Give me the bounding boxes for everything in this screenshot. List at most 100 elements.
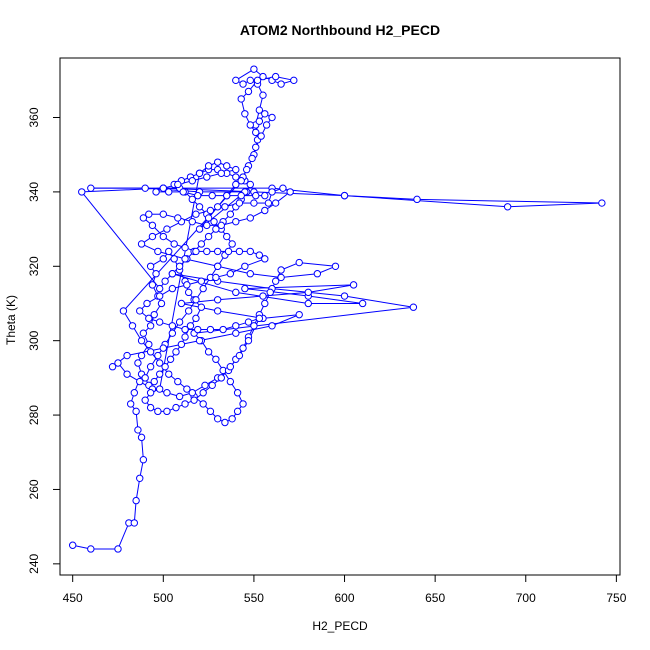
- data-point: [295, 310, 303, 319]
- data-point: [409, 303, 418, 311]
- series-line-segment: [344, 295, 414, 308]
- data-point: [174, 377, 182, 386]
- x-tick-label: 600: [335, 591, 355, 605]
- data-point: [261, 206, 269, 215]
- data-point: [250, 322, 258, 330]
- data-point: [223, 191, 231, 200]
- data-point: [261, 110, 269, 118]
- data-point: [237, 177, 245, 185]
- data-point: [152, 188, 160, 196]
- data-point: [87, 545, 95, 553]
- data-point: [208, 191, 216, 200]
- data-point: [503, 203, 512, 211]
- data-point: [181, 325, 189, 334]
- data-point: [255, 117, 264, 125]
- data-point: [146, 363, 155, 371]
- data-point: [195, 336, 204, 345]
- y-tick-label: 240: [27, 554, 41, 574]
- data-point: [195, 169, 204, 178]
- y-tick-label: 300: [27, 330, 41, 350]
- data-point: [271, 277, 280, 285]
- series-line-segment: [217, 295, 264, 301]
- y-tick-label: 280: [27, 405, 41, 425]
- data-point: [148, 232, 157, 241]
- x-axis: 450 500 550 600 650 700 750: [63, 575, 627, 605]
- data-point: [201, 381, 209, 390]
- series-line-segment: [184, 258, 218, 267]
- data-point: [163, 225, 171, 233]
- data-point: [114, 359, 122, 367]
- data-point: [250, 65, 258, 73]
- data-point: [277, 266, 285, 274]
- data-point: [212, 225, 220, 233]
- data-point: [212, 355, 220, 363]
- series-line-segment: [417, 198, 602, 204]
- y-tick-label: 340: [27, 182, 41, 202]
- data-point: [277, 273, 285, 282]
- data-point: [181, 255, 189, 263]
- data-point: [259, 292, 267, 300]
- data-point: [172, 348, 180, 356]
- data-point: [139, 455, 148, 464]
- data-point: [252, 191, 260, 200]
- data-point: [195, 203, 204, 211]
- series-line-segment: [250, 273, 282, 278]
- data-point: [340, 191, 349, 200]
- data-point: [139, 329, 148, 337]
- data-point: [228, 240, 236, 248]
- data-point: [192, 296, 200, 304]
- data-point: [141, 396, 149, 404]
- data-point: [206, 407, 215, 416]
- data-point: [261, 255, 269, 263]
- data-point: [203, 221, 211, 230]
- series-line-segment: [281, 273, 318, 278]
- data-point: [168, 270, 177, 278]
- data-point: [331, 262, 340, 270]
- data-point: [221, 418, 229, 427]
- x-tick-label: 750: [606, 591, 626, 605]
- data-point: [598, 199, 606, 207]
- data-point: [197, 303, 206, 311]
- data-point: [148, 221, 157, 230]
- data-point: [295, 258, 303, 267]
- series-line-segment: [159, 173, 201, 390]
- data-point: [152, 270, 160, 278]
- data-point: [235, 247, 244, 256]
- data-point: [237, 191, 245, 200]
- data-point: [279, 184, 287, 192]
- data-point: [244, 87, 253, 96]
- data-point: [226, 210, 235, 218]
- data-point: [349, 281, 358, 289]
- data-point: [358, 299, 367, 308]
- data-point: [155, 370, 164, 378]
- data-point: [134, 426, 142, 434]
- data-point: [271, 72, 280, 81]
- y-axis-label: Theta (K): [4, 295, 18, 345]
- data-point: [188, 389, 196, 397]
- data-point: [255, 251, 264, 259]
- data-point: [262, 121, 271, 129]
- series-line-segment: [157, 250, 186, 260]
- data-point: [257, 132, 265, 140]
- y-axis: 240 260 280 300 320 340 360: [27, 107, 60, 574]
- series-line-segment: [271, 314, 300, 327]
- data-point: [126, 400, 135, 408]
- data-point: [204, 232, 213, 241]
- data-point: [170, 240, 178, 248]
- series-line-segment: [262, 314, 300, 319]
- series-line-segment: [244, 284, 354, 290]
- data-point: [179, 188, 187, 196]
- plot-frame: [59, 57, 621, 576]
- data-point: [203, 173, 211, 181]
- data-point: [123, 351, 131, 360]
- series-line-segment: [117, 522, 130, 550]
- data-point: [114, 545, 122, 553]
- data-point: [223, 162, 231, 170]
- data-point: [130, 389, 139, 397]
- data-point: [194, 325, 202, 334]
- data-point: [219, 325, 227, 334]
- series-line-segment: [308, 295, 363, 304]
- data-point: [154, 247, 162, 256]
- data-point: [241, 284, 249, 293]
